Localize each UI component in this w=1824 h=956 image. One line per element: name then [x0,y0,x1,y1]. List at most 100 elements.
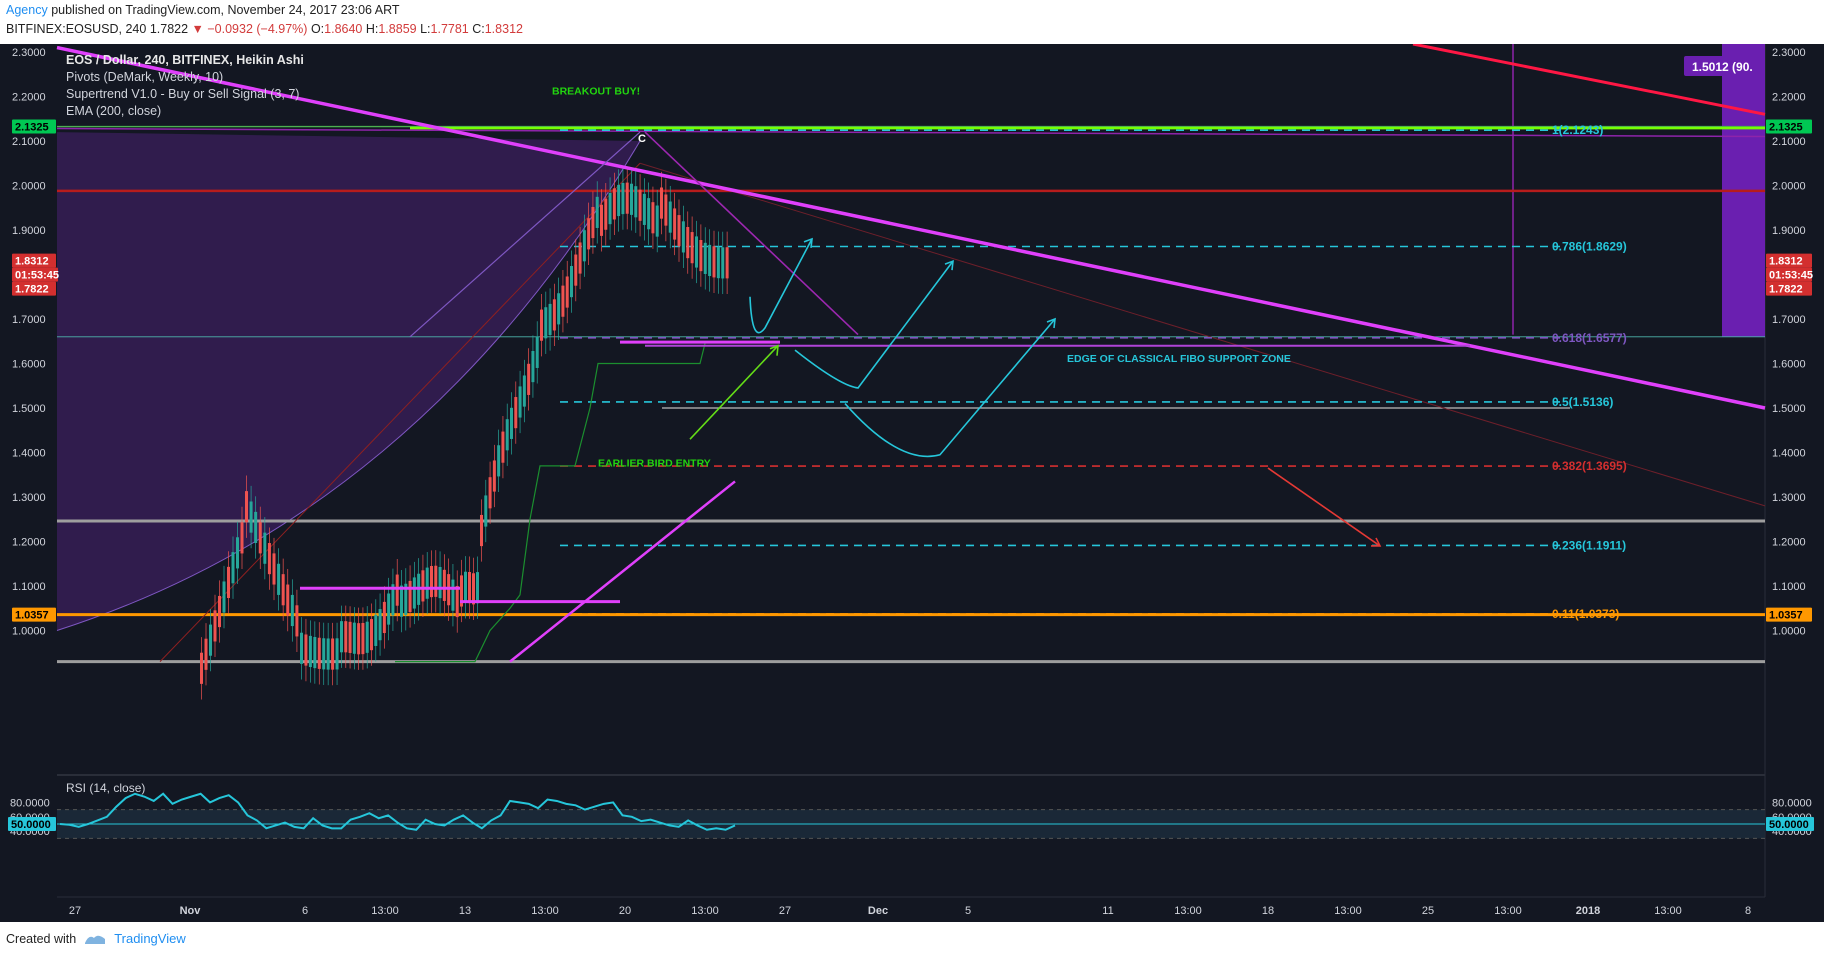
candle-body [408,580,412,613]
time-axis-label: 27 [779,905,791,917]
candle-body [582,230,586,262]
candle-body [604,198,608,230]
candle-body [213,610,217,642]
price-tick-left: 1.7000 [12,314,46,326]
tradingview-brand-link[interactable]: TradingView [114,931,186,946]
candle-body [404,583,408,615]
candle-body [468,572,471,604]
candle-body [374,614,378,646]
countdown-badge-left-bg [12,267,58,282]
time-axis-label: 13:00 [691,905,719,917]
orange-level-badge-left-bg [12,607,56,622]
candle-body [218,595,221,628]
time-axis-label: 13:00 [1494,905,1522,917]
candle-body [681,221,685,253]
candle-body [548,303,552,336]
last-price: 1.7822 [149,22,189,36]
candle-body [272,553,276,585]
fib-level-label: 0.618(1.6577) [1552,331,1627,345]
price-change: ▼ −0.0932 (−4.97%) [191,22,308,36]
price-tick-right: 1.7000 [1772,314,1806,326]
fib-level-label: 1(2.1243) [1552,123,1603,137]
candle-body [721,247,725,279]
candle-body [492,460,496,492]
pivot-c-label: C [638,133,646,145]
fib-level-label: 0.236(1.1911) [1552,538,1626,552]
purple-range-badge: 1.5012 (90. [1692,60,1753,74]
green-level-badge-right: 2.1325 [1769,122,1803,134]
candle-body [642,193,646,225]
orange-level-badge-right-bg [1766,607,1812,622]
price-tick-right: 1.5000 [1772,403,1806,415]
candle-body [608,193,612,225]
candle-body [227,566,230,599]
open-label: O: [310,22,325,36]
legend-indicator-pivots[interactable]: Pivots (DeMark, Weekly, 10) [66,70,224,84]
green-level-badge-left-bg [12,119,56,134]
rsi-tick-left: 80.0000 [10,797,50,809]
candle-body [421,570,425,602]
candle-body [544,307,548,339]
candle-body [497,445,501,477]
legend-title: EOS / Dollar, 240, BITFINEX, Heikin Ashi [66,53,304,67]
fib-level-label: 0.11(1.0373) [1552,607,1619,621]
candle-body [249,501,253,533]
candle-body [240,522,244,554]
legend-indicator-ema[interactable]: EMA (200, close) [66,104,162,118]
price-tick-right: 1.9000 [1772,225,1806,237]
candle-body [378,609,382,641]
chart-area[interactable]: 1(2.1243) 0.786(1.8629) 0.618(1.6577) 0.5(1… [0,44,1824,922]
candle-body [412,577,416,609]
candle-body [331,638,335,670]
candle-body [295,605,299,637]
candle-body [527,363,531,395]
candle-body [552,299,556,331]
candle-body [578,242,582,274]
price-tick-right: 1.2000 [1772,537,1806,549]
breakout-buy-label: BREAKOUT BUY! [552,86,640,98]
price-tick-right: 2.0000 [1772,181,1806,193]
candle-body [304,634,308,666]
candle-body [281,574,285,606]
rsi-line [59,792,736,831]
candle-body [617,184,621,217]
candle-body [535,336,539,368]
candle-body [391,584,395,616]
low-badge-left-bg [12,281,56,296]
author-link[interactable]: Agency [6,3,48,17]
legend-indicator-supertrend[interactable]: Supertrend V1.0 - Buy or Sell Signal (3,… [66,87,300,101]
candle-body [484,495,488,527]
last-price-badge-left-bg [12,253,56,268]
green-level-badge-left: 2.1325 [15,122,49,134]
candle-body [686,227,690,259]
pivot-leg-down [644,131,859,336]
candle-body [222,581,226,613]
time-axis-label: 2018 [1576,905,1600,917]
price-tick-right: 2.2000 [1772,92,1806,104]
candle-body [625,182,629,214]
candle-body [668,201,672,233]
candle-body [664,194,668,226]
price-tick-left: 1.0000 [12,626,46,638]
candle-body [430,565,433,598]
last-price-badge-right-bg [1766,253,1812,268]
candle-body [690,232,694,264]
candle-body [308,635,312,668]
candle-body [344,621,348,653]
header-publish-line: Agency published on TradingView.com, Nov… [6,3,400,17]
candle-body [326,638,330,670]
rsi-label[interactable]: RSI (14, close) [66,781,145,795]
time-axis-label: 8 [1745,905,1751,917]
countdown-badge-right-bg [1766,267,1812,282]
magenta-downtrend-line [56,45,1766,410]
candle-body [204,638,208,670]
countdown-badge-right: 01:53:45 [1769,270,1813,282]
candle-body [286,584,290,616]
candle-body [340,621,343,653]
price-tick-left: 1.9000 [12,225,46,237]
chart-legend: EOS / Dollar, 240, BITFINEX, Heikin Ashi… [66,52,304,120]
purple-channel-shade [57,132,640,631]
chart-canvas[interactable]: 1(2.1243) 0.786(1.8629) 0.618(1.6577) 0.5(1… [0,44,1824,922]
time-axis-label: 27 [69,905,81,917]
candle-body [531,351,535,383]
